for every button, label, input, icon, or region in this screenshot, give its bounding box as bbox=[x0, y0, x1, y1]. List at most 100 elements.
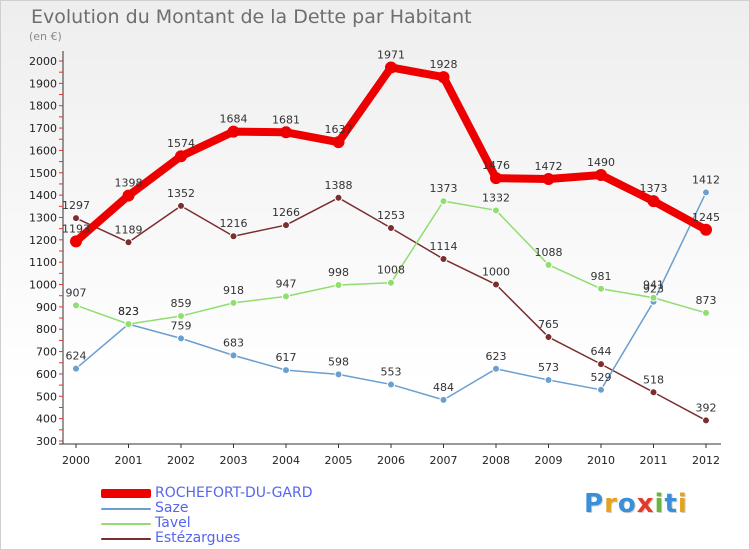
x-tick-label: 2003 bbox=[220, 454, 248, 467]
data-point bbox=[280, 126, 292, 139]
data-point bbox=[385, 61, 397, 74]
data-label: 1000 bbox=[482, 266, 510, 279]
data-point bbox=[649, 388, 658, 397]
data-point bbox=[334, 193, 343, 202]
data-point bbox=[229, 298, 238, 307]
legend-label: Estézargues bbox=[155, 530, 241, 546]
data-label: 529 bbox=[591, 371, 612, 384]
data-label: 518 bbox=[643, 373, 664, 386]
data-point bbox=[387, 278, 395, 287]
data-point bbox=[387, 380, 395, 389]
data-label: 918 bbox=[223, 284, 244, 297]
data-label: 1008 bbox=[377, 264, 405, 277]
x-tick-label: 2004 bbox=[272, 454, 300, 467]
data-label: 1193 bbox=[62, 222, 90, 235]
data-point bbox=[702, 308, 710, 317]
data-label: 1388 bbox=[325, 179, 353, 192]
data-point bbox=[595, 169, 607, 181]
y-tick-label: 1500 bbox=[29, 167, 57, 180]
data-label: 1245 bbox=[692, 211, 720, 224]
data-point bbox=[439, 255, 448, 264]
y-tick-label: 1900 bbox=[29, 77, 57, 90]
data-label: 823 bbox=[118, 305, 139, 318]
x-tick-label: 2000 bbox=[62, 454, 90, 467]
data-point bbox=[282, 221, 290, 230]
legend-swatch bbox=[101, 507, 151, 510]
data-point bbox=[229, 351, 238, 360]
legend-item: Saze bbox=[101, 501, 361, 516]
data-point bbox=[175, 150, 187, 163]
data-point bbox=[492, 364, 500, 373]
data-label: 759 bbox=[171, 319, 192, 332]
data-label: 1352 bbox=[167, 187, 195, 200]
data-label: 947 bbox=[276, 277, 297, 290]
data-label: 573 bbox=[538, 361, 559, 374]
data-point bbox=[597, 284, 605, 293]
y-tick-label: 1300 bbox=[29, 211, 57, 224]
data-label: 1297 bbox=[62, 199, 90, 212]
data-label: 998 bbox=[328, 266, 349, 279]
data-label: 1971 bbox=[377, 48, 405, 61]
data-point bbox=[700, 223, 712, 236]
data-label: 907 bbox=[66, 286, 87, 299]
data-label: 1266 bbox=[272, 206, 300, 219]
data-point bbox=[437, 71, 450, 84]
legend-label: ROCHEFORT-DU-GARD bbox=[155, 485, 313, 501]
data-label: 1216 bbox=[220, 217, 248, 230]
x-tick-label: 2012 bbox=[692, 454, 720, 467]
y-tick-label: 800 bbox=[36, 323, 57, 336]
proxiti-logo: Proxiti bbox=[584, 489, 688, 519]
data-point bbox=[544, 333, 553, 342]
data-label: 1373 bbox=[640, 182, 668, 195]
data-point bbox=[227, 125, 240, 138]
data-point bbox=[72, 364, 80, 373]
data-point bbox=[177, 334, 185, 343]
data-label: 1253 bbox=[377, 209, 405, 222]
data-point bbox=[492, 280, 500, 289]
y-tick-label: 1700 bbox=[29, 122, 57, 135]
data-label: 1189 bbox=[115, 223, 143, 236]
data-point bbox=[282, 366, 290, 375]
x-tick-label: 2010 bbox=[587, 454, 615, 467]
x-tick-label: 2005 bbox=[325, 454, 353, 467]
legend-item: Tavel bbox=[101, 516, 361, 531]
data-label: 1476 bbox=[482, 159, 510, 172]
data-label: 1928 bbox=[430, 58, 458, 71]
data-point bbox=[334, 280, 343, 289]
data-point bbox=[70, 235, 82, 248]
y-tick-label: 700 bbox=[36, 346, 57, 359]
x-tick-label: 2008 bbox=[482, 454, 510, 467]
data-point bbox=[229, 232, 238, 241]
data-label: 1088 bbox=[535, 246, 563, 259]
legend-swatch bbox=[101, 489, 151, 498]
data-label: 553 bbox=[381, 365, 402, 378]
legend-swatch bbox=[101, 537, 151, 540]
y-tick-label: 600 bbox=[36, 368, 57, 381]
x-tick-label: 2002 bbox=[167, 454, 195, 467]
data-point bbox=[439, 395, 448, 404]
x-tick-label: 2007 bbox=[430, 454, 458, 467]
data-label: 1574 bbox=[167, 137, 195, 150]
x-tick-label: 2011 bbox=[640, 454, 668, 467]
data-point bbox=[177, 201, 185, 210]
data-point bbox=[332, 136, 345, 149]
data-point bbox=[124, 238, 133, 247]
data-label: 823 bbox=[118, 305, 139, 318]
chart-legend: ROCHEFORT-DU-GARD Saze Tavel Estézargues bbox=[101, 486, 361, 546]
data-point bbox=[702, 188, 710, 197]
data-point bbox=[597, 360, 605, 369]
data-point bbox=[702, 416, 710, 425]
data-label: 617 bbox=[276, 351, 297, 364]
data-label: 873 bbox=[696, 294, 717, 307]
legend-label: Tavel bbox=[155, 515, 191, 531]
data-point bbox=[597, 385, 605, 394]
data-point bbox=[492, 206, 500, 215]
data-point bbox=[544, 260, 553, 269]
data-point bbox=[282, 292, 290, 301]
data-label: 1398 bbox=[115, 177, 143, 190]
data-point bbox=[72, 301, 80, 310]
y-tick-label: 1100 bbox=[29, 256, 57, 269]
y-tick-label: 300 bbox=[36, 435, 57, 448]
